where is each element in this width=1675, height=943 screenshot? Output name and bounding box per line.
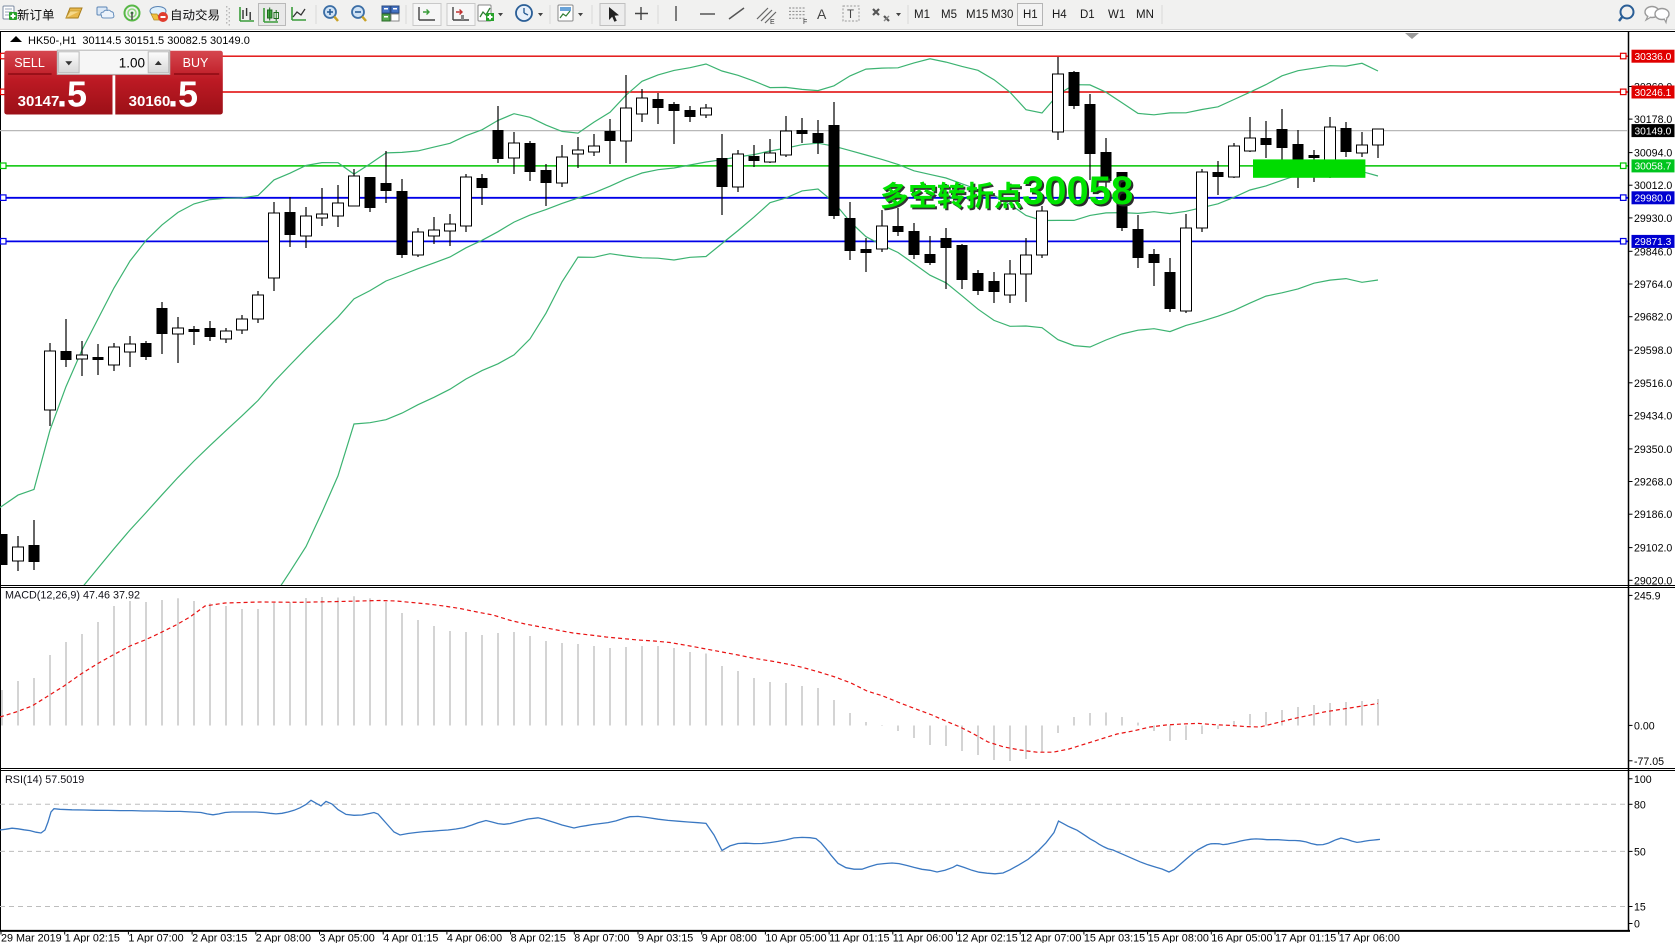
svg-text:E: E (770, 19, 775, 26)
svg-text:29764.0: 29764.0 (1634, 279, 1672, 291)
svg-text:4 Apr 01:15: 4 Apr 01:15 (383, 933, 438, 943)
svg-text:4 Apr 06:00: 4 Apr 06:00 (447, 933, 502, 943)
svg-text:9 Apr 08:00: 9 Apr 08:00 (702, 933, 757, 943)
svg-text:12 Apr 02:15: 12 Apr 02:15 (957, 933, 1018, 943)
svg-text:80: 80 (1634, 799, 1646, 811)
svg-text:100: 100 (1634, 774, 1652, 786)
svg-text:245.9: 245.9 (1634, 590, 1661, 602)
svg-text:29682.0: 29682.0 (1634, 312, 1672, 324)
svg-text:1 Apr 07:00: 1 Apr 07:00 (128, 933, 183, 943)
svg-text:2 Apr 03:15: 2 Apr 03:15 (192, 933, 247, 943)
svg-text:BUY: BUY (183, 56, 209, 70)
svg-text:17 Apr 01:15: 17 Apr 01:15 (1275, 933, 1336, 943)
svg-text:HK50-,H1 30114.5 30151.5 3008: HK50-,H1 30114.5 30151.5 30082.5 30149.0 (28, 35, 250, 47)
svg-text:29930.0: 29930.0 (1634, 213, 1672, 225)
svg-text:3 Apr 05:00: 3 Apr 05:00 (320, 933, 375, 943)
svg-text:1.00: 1.00 (119, 55, 145, 70)
svg-text:11 Apr 01:15: 11 Apr 01:15 (829, 933, 889, 943)
svg-text:W1: W1 (1108, 9, 1125, 21)
svg-text:30246.1: 30246.1 (1635, 88, 1672, 99)
svg-text:D1: D1 (1080, 9, 1095, 21)
svg-text:SELL: SELL (14, 56, 45, 70)
svg-text:30058: 30058 (1022, 169, 1133, 213)
svg-text:15: 15 (1634, 902, 1646, 914)
svg-text:29598.0: 29598.0 (1634, 345, 1672, 357)
svg-text:29846.0: 29846.0 (1634, 246, 1672, 258)
svg-text:30094.0: 30094.0 (1634, 148, 1672, 160)
svg-text:11 Apr 06:00: 11 Apr 06:00 (893, 933, 953, 943)
svg-text:A: A (817, 6, 827, 22)
svg-text:30336.0: 30336.0 (1635, 52, 1672, 63)
svg-text:M5: M5 (941, 9, 957, 21)
svg-text:MN: MN (1136, 9, 1154, 21)
svg-text:30012.0: 30012.0 (1634, 180, 1672, 192)
svg-text:H4: H4 (1052, 9, 1067, 21)
svg-text:30178.0: 30178.0 (1634, 114, 1672, 126)
svg-text:MACD(12,26,9) 47.46 37.92: MACD(12,26,9) 47.46 37.92 (5, 590, 140, 602)
svg-text:29516.0: 29516.0 (1634, 378, 1672, 390)
svg-text:8 Apr 02:15: 8 Apr 02:15 (511, 933, 566, 943)
svg-text:30147: 30147 (18, 93, 60, 110)
svg-text:H1: H1 (1023, 9, 1038, 21)
svg-text:29020.0: 29020.0 (1634, 575, 1672, 587)
svg-text:8 Apr 07:00: 8 Apr 07:00 (574, 933, 629, 943)
svg-text:1 Apr 02:15: 1 Apr 02:15 (65, 933, 120, 943)
svg-text:RSI(14) 57.5019: RSI(14) 57.5019 (5, 774, 84, 786)
svg-text:29980.0: 29980.0 (1635, 194, 1672, 205)
svg-text:30058: 30058 (1024, 171, 1135, 215)
svg-text:29268.0: 29268.0 (1634, 477, 1672, 489)
svg-text:30058.7: 30058.7 (1635, 162, 1672, 173)
svg-text:F: F (803, 19, 807, 26)
svg-text:9 Apr 03:15: 9 Apr 03:15 (638, 933, 693, 943)
svg-text:17 Apr 06:00: 17 Apr 06:00 (1339, 933, 1400, 943)
svg-text:29434.0: 29434.0 (1634, 410, 1672, 422)
svg-text:M15: M15 (966, 9, 988, 21)
svg-text:15 Apr 08:00: 15 Apr 08:00 (1148, 933, 1209, 943)
svg-text:10 Apr 05:00: 10 Apr 05:00 (765, 933, 826, 943)
svg-text:M30: M30 (991, 9, 1013, 21)
svg-text:.5: .5 (168, 74, 198, 115)
svg-text:30149.0: 30149.0 (1635, 126, 1672, 137)
svg-text:29871.3: 29871.3 (1635, 237, 1672, 248)
svg-text:-77.05: -77.05 (1634, 756, 1664, 768)
svg-text:50: 50 (1634, 846, 1646, 858)
svg-text:12 Apr 07:00: 12 Apr 07:00 (1020, 933, 1081, 943)
svg-text:.5: .5 (57, 74, 87, 115)
svg-text:15 Apr 03:15: 15 Apr 03:15 (1084, 933, 1145, 943)
svg-text:M1: M1 (914, 9, 930, 21)
svg-text:2 Apr 08:00: 2 Apr 08:00 (256, 933, 311, 943)
svg-text:29350.0: 29350.0 (1634, 444, 1672, 456)
svg-text:T: T (847, 9, 854, 21)
svg-text:16 Apr 05:00: 16 Apr 05:00 (1211, 933, 1272, 943)
svg-text:0: 0 (1634, 919, 1640, 931)
svg-text:29 Mar 2019: 29 Mar 2019 (1, 933, 62, 943)
svg-text:30160: 30160 (129, 93, 171, 110)
svg-text:0.00: 0.00 (1634, 720, 1655, 732)
svg-text:29102.0: 29102.0 (1634, 543, 1672, 555)
svg-text:29186.0: 29186.0 (1634, 509, 1672, 521)
